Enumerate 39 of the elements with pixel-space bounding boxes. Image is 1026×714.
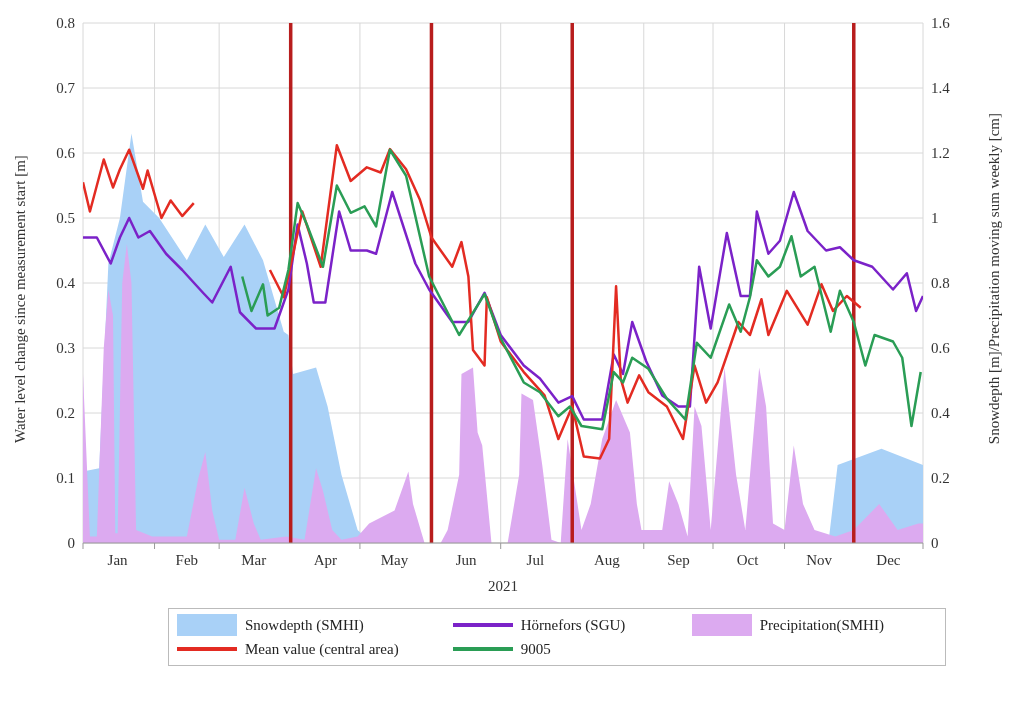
- x-tick-label: Jan: [107, 552, 129, 568]
- x-tick-label: Nov: [806, 552, 833, 568]
- y-tick-label: 0.4: [56, 275, 76, 292]
- y-tick-label: 0: [67, 535, 75, 552]
- x-tick-label: Sep: [667, 552, 690, 568]
- x-tick-label: Jul: [526, 552, 545, 568]
- y2-tick-label: 1: [931, 210, 939, 227]
- x-tick-label: Dec: [876, 552, 901, 568]
- y2-tick-label: 1.6: [931, 15, 951, 32]
- x-tick-label: Jun: [455, 552, 477, 568]
- x-tick-label: Apr: [313, 552, 337, 568]
- line-series: [240, 148, 922, 431]
- y2-tick-label: 0.8: [931, 275, 950, 292]
- y-tick-label: 0.7: [56, 80, 76, 97]
- y2-tick-label: 1.4: [931, 80, 951, 97]
- y-tick-label: 0.5: [56, 210, 75, 227]
- y-tick-label: 0.1: [56, 470, 75, 487]
- legend-label: Precipitation(SMHI): [759, 616, 884, 634]
- legend-label: 9005: [520, 640, 551, 658]
- y-tick-label: 0.3: [56, 340, 75, 357]
- y-tick-label: 0.8: [56, 15, 75, 32]
- x-tick-label: Mar: [241, 552, 267, 568]
- legend-label: Mean value (central area): [245, 640, 399, 658]
- y2-tick-label: 0.6: [931, 340, 951, 357]
- y2-tick-label: 0: [931, 535, 939, 552]
- x-tick-label: Aug: [593, 552, 621, 568]
- y2-tick-label: 0.4: [931, 405, 951, 422]
- legend-label: Hörnefors (SGU): [520, 616, 626, 634]
- y-axis-title: Water level change since measurement start [m]: [12, 155, 29, 443]
- x-tick-label: May: [380, 552, 409, 568]
- y2-tick-label: 0.2: [931, 470, 950, 487]
- legend-label: Snowdepth (SMHI): [245, 616, 364, 634]
- y2-tick-label: 1.2: [931, 145, 950, 162]
- x-tick-label: Feb: [175, 552, 199, 568]
- x-tick-label: Oct: [736, 552, 760, 568]
- y2-axis-title: Snowdepth [m]/Precipitation moving sum weekly [cm]: [986, 113, 1003, 445]
- x-axis-title: 2021: [488, 578, 518, 594]
- y-tick-label: 0.2: [56, 405, 75, 422]
- y-tick-label: 0.6: [56, 145, 76, 162]
